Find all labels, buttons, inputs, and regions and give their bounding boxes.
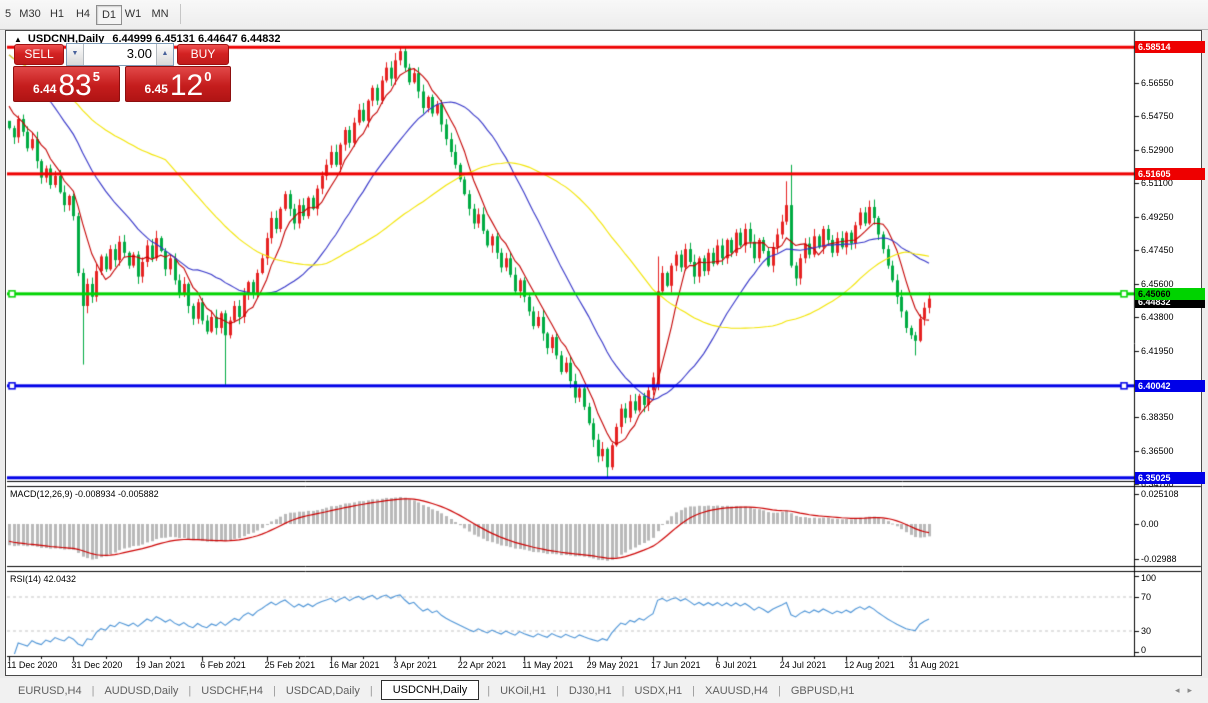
price-axis-tick: 6.36500: [1141, 445, 1174, 456]
price-axis-tick: 6.51100: [1141, 178, 1173, 189]
tab-dj30-h1[interactable]: DJ30,H1: [568, 684, 612, 697]
macd-label: MACD(12,26,9) -0.008934 -0.005882: [10, 489, 159, 499]
tab-separator: |: [621, 684, 625, 697]
ask-price-big: 12: [169, 69, 204, 102]
price-axis-tick: 6.41950: [1141, 345, 1174, 356]
rsi-axis-tick: 30: [1141, 626, 1152, 636]
date-axis-label: 19 Jan 2021: [135, 660, 186, 670]
ohlc-values: 6.44999 6.45131 6.44647 6.44832: [112, 33, 281, 45]
trade-panel: SELL ▼ 3.00 ▲ BUY 6.44 83 5 6.45 12 0: [13, 43, 231, 102]
tab-separator: |: [369, 684, 373, 697]
toolbar-separator: [180, 4, 181, 24]
symbol-tab-bar: EURUSD,H4 | AUDUSD,Daily | USDCHF,H4 | USDCAD,…: [0, 678, 1208, 703]
timeframe-button-5[interactable]: 5: [4, 8, 12, 20]
price-axis-tick: 6.49250: [1141, 212, 1174, 223]
rsi-label: RSI(14) 42.0432: [10, 574, 77, 584]
bid-price-box[interactable]: 6.44 83 5: [13, 66, 120, 102]
date-axis-label: 11 Dec 2020: [7, 660, 58, 670]
rsi-axis-tick: 70: [1141, 592, 1152, 602]
symbol-period-label: USDCNH,Daily: [27, 33, 105, 45]
volume-input[interactable]: 3.00: [126, 46, 152, 61]
date-axis-label: 24 Jul 2021: [779, 660, 827, 670]
tab-eurusd-h4[interactable]: EURUSD,H4: [18, 684, 82, 697]
timeframe-button-mn[interactable]: MN: [151, 8, 169, 20]
volume-spinner: ▼ 3.00 ▲: [66, 43, 174, 66]
tab-separator: |: [487, 684, 491, 697]
price-axis-tick: 6.43800: [1141, 311, 1174, 322]
level-price-tag: 6.35025: [1135, 471, 1205, 484]
ask-price-sup: 0: [204, 69, 212, 84]
chart-title: ▲ USDCNH,Daily 6.44999 6.45131 6.44647 6.4…: [14, 33, 281, 45]
date-axis-label: 29 May 2021: [586, 660, 639, 670]
timeframe-button-h4[interactable]: H4: [75, 8, 91, 20]
ask-price-prefix: 6.45: [144, 82, 168, 96]
price-axis-tick: 6.54750: [1141, 111, 1174, 122]
timeframe-button-m30[interactable]: M30: [19, 8, 41, 20]
ask-price-box[interactable]: 6.45 12 0: [125, 66, 231, 102]
tab-separator: |: [188, 684, 192, 697]
level-price-tag: 6.58514: [1135, 41, 1205, 54]
tab-scroll-arrows: ◂▸: [1175, 685, 1200, 696]
tab-ukoil-h1[interactable]: UKOil,H1: [500, 684, 546, 697]
date-axis-label: 31 Aug 2021: [908, 660, 960, 670]
volume-decrease-button[interactable]: ▼: [67, 44, 84, 65]
timeframe-toolbar: 5 M30 H1 H4 D1 W1 MN: [0, 0, 1208, 30]
macd-axis-tick: 0.00: [1141, 519, 1159, 529]
tab-usdx-h1[interactable]: USDX,H1: [634, 684, 683, 697]
tab-gbpusd-h1[interactable]: GBPUSD,H1: [790, 684, 855, 697]
price-axis-tick: 6.45600: [1141, 278, 1174, 289]
timeframe-button-h1[interactable]: H1: [49, 8, 65, 20]
tab-usdcnh-daily[interactable]: USDCNH,Daily: [380, 680, 480, 700]
tab-scroll-right-icon[interactable]: ▸: [1187, 685, 1200, 695]
price-axis-tick: 6.52900: [1141, 145, 1174, 156]
price-axis-tick: 6.47450: [1141, 245, 1174, 256]
volume-increase-button[interactable]: ▲: [156, 44, 173, 65]
tab-separator: |: [692, 684, 696, 697]
level-price-tag: 6.45060: [1135, 287, 1205, 300]
bid-price-sup: 5: [92, 69, 100, 84]
collapse-arrow-icon[interactable]: ▲: [14, 35, 22, 44]
tab-separator: |: [273, 684, 276, 697]
level-price-tag: 6.40042: [1135, 379, 1205, 392]
buy-button[interactable]: BUY: [177, 44, 229, 65]
date-axis-label: 16 Mar 2021: [329, 660, 380, 670]
tab-separator: |: [777, 684, 781, 697]
tab-separator: |: [555, 684, 559, 697]
bid-price-prefix: 6.44: [33, 82, 57, 96]
date-axis-label: 6 Feb 2021: [200, 660, 246, 670]
date-axis-label: 17 Jun 2021: [651, 660, 701, 670]
tab-xauusd-h4[interactable]: XAUUSD,H4: [705, 684, 768, 697]
date-axis-label: 6 Jul 2021: [715, 660, 757, 670]
macd-axis-tick: -0.02988: [1141, 554, 1177, 565]
date-axis-label: 3 Apr 2021: [393, 660, 437, 670]
sell-button[interactable]: SELL: [14, 44, 64, 65]
tab-scroll-left-icon[interactable]: ◂: [1174, 685, 1188, 695]
tab-usdchf-h4[interactable]: USDCHF,H4: [201, 684, 263, 697]
tab-usdcad-daily[interactable]: USDCAD,Daily: [285, 684, 360, 697]
price-axis-tick: 6.38350: [1141, 411, 1174, 422]
macd-axis-tick: 0.025108: [1141, 489, 1179, 500]
bid-price-big: 83: [58, 69, 92, 102]
price-axis-tick: 6.56550: [1141, 78, 1174, 89]
rsi-axis-tick: 100: [1141, 573, 1157, 583]
tab-separator: |: [91, 684, 95, 697]
timeframe-button-w1[interactable]: W1: [124, 8, 142, 20]
rsi-axis-tick: 0: [1141, 645, 1147, 655]
date-axis-label: 11 May 2021: [522, 660, 574, 670]
date-axis-label: 12 Aug 2021: [844, 660, 895, 670]
timeframe-button-d1[interactable]: D1: [96, 5, 122, 25]
date-axis-label: 25 Feb 2021: [264, 660, 316, 670]
date-axis-label: 22 Apr 2021: [457, 660, 507, 670]
level-price-tag: 6.51605: [1135, 167, 1205, 180]
date-axis-label: 31 Dec 2020: [71, 660, 123, 670]
tab-audusd-daily[interactable]: AUDUSD,Daily: [104, 684, 179, 697]
